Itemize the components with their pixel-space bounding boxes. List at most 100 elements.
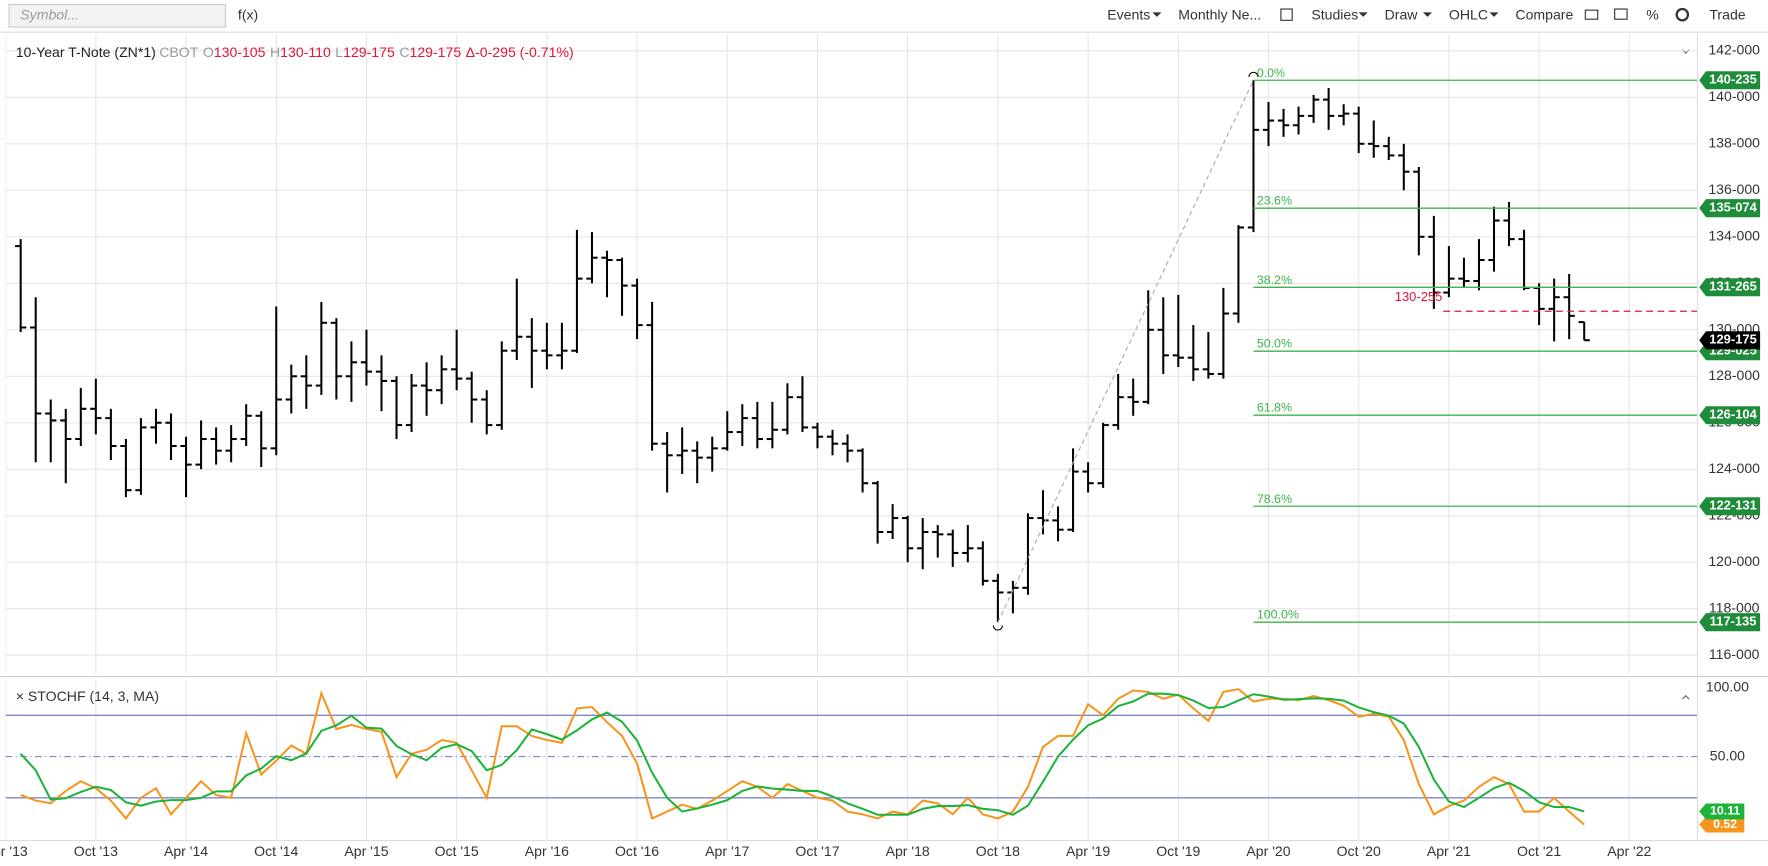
field-value: 130-105	[214, 44, 266, 60]
x-tick-label: Oct '21	[1517, 843, 1561, 859]
symbol-placeholder: Symbol...	[20, 7, 79, 23]
x-tick-label: Oct '19	[1156, 843, 1200, 859]
y-tick-label: 124-000	[1708, 460, 1760, 476]
y-tick-label: 142-000	[1708, 42, 1760, 58]
x-tick-label: Oct '20	[1337, 843, 1381, 859]
study-value-label: 10.11	[1710, 804, 1740, 818]
field-key: L	[335, 44, 343, 60]
study-name: STOCHF (14, 3, MA)	[28, 688, 159, 704]
fib-anchor	[992, 625, 1003, 631]
fib-badge	[1699, 406, 1761, 425]
fib-badge	[1699, 71, 1761, 90]
study-value-label: 0.52	[1713, 817, 1737, 831]
field-value: 130-110	[280, 44, 331, 60]
camera-icon[interactable]	[1584, 9, 1599, 20]
fib-anchor	[1248, 71, 1259, 77]
print-icon[interactable]	[1614, 8, 1628, 20]
x-tick-label: Oct '15	[435, 843, 479, 859]
symbol-input[interactable]	[8, 3, 227, 28]
y-tick-label: 118-000	[1709, 599, 1760, 615]
x-tick-label: Apr '14	[164, 843, 208, 859]
y-tick-label: 140-000	[1708, 88, 1760, 104]
x-tick-label: Apr '18	[886, 843, 930, 859]
study-badge	[1699, 816, 1745, 833]
y-tick-label: 138-000	[1708, 135, 1760, 151]
fib-price-label: 135-074	[1709, 200, 1757, 215]
fib-price-label: 117-135	[1710, 614, 1757, 629]
axes: Apr '13 Oct '13 Apr '14 Oct '14 Apr '15 Oct '…	[0, 42, 1760, 860]
close-icon[interactable]: ×	[16, 688, 28, 704]
x-tick-label: Apr '17	[705, 843, 749, 859]
fib-price-label: 140-235	[1709, 72, 1757, 87]
chart-type-menu[interactable]: OHLC	[1449, 7, 1488, 23]
x-tick-label: Apr '15	[344, 843, 388, 859]
fib-ratio-label: 100.0%	[1257, 608, 1299, 622]
field-key: H	[270, 44, 280, 60]
studies-menu[interactable]: Studies	[1311, 7, 1358, 23]
x-tick-label: Apr '19	[1066, 843, 1110, 859]
compare-button[interactable]: Compare	[1515, 7, 1573, 23]
y-tick-label: 100.00	[1706, 678, 1749, 694]
price-panel: 0.0% 23.6% 38.2% 50.0% 61.8% 78.6% 100.0% 130-2…	[5, 33, 1697, 675]
x-tick-label: Oct '14	[254, 843, 298, 859]
fib-price-label: 131-265	[1709, 279, 1757, 294]
study-line	[19, 692, 1585, 816]
events-menu[interactable]: Events	[1107, 7, 1150, 23]
fib-ratio-label: 0.0%	[1257, 66, 1285, 80]
dropdown-arrow	[1152, 12, 1162, 17]
timeframe-menu[interactable]: Monthly Ne...	[1178, 7, 1261, 23]
y-tick-label: 128-000	[1708, 367, 1760, 383]
x-tick-label: Apr '21	[1427, 843, 1471, 859]
field-value: 129-175	[343, 44, 395, 60]
y-tick-label: 120-000	[1708, 553, 1760, 569]
x-tick-label: Oct '16	[615, 843, 659, 859]
last-price-badge	[1699, 331, 1761, 350]
y-tick-label: 136-000	[1708, 181, 1760, 197]
y-tick-label: 50.00	[1710, 747, 1745, 763]
dropdown-arrow	[1358, 12, 1368, 17]
fib-price-label: 126-104	[1709, 407, 1757, 422]
percent-button[interactable]: %	[1646, 7, 1659, 23]
collapse-icon[interactable]	[1681, 694, 1690, 700]
toolbar: Symbol... f(x) Events Monthly Ne... Stud…	[0, 3, 1768, 33]
fib-ratio-label: 23.6%	[1257, 194, 1292, 208]
field-value: 129-175	[409, 44, 461, 60]
fib-badge	[1699, 497, 1761, 516]
trade-button[interactable]: Trade	[1709, 7, 1745, 23]
field-key: O	[203, 44, 214, 60]
fib-ratio-label: 78.6%	[1257, 492, 1292, 506]
x-tick-label: Apr '13	[0, 843, 28, 859]
fib-ratio-label: 61.8%	[1257, 401, 1292, 415]
settings-icon[interactable]	[1675, 7, 1690, 22]
last-price-label: 129-175	[1709, 332, 1757, 347]
chart-header: 10-Year T-Note (ZN*1) CBOT O130-105 H130-11…	[16, 44, 574, 60]
draw-menu[interactable]: Draw	[1385, 7, 1419, 23]
field-key: C	[399, 44, 409, 60]
fx-button[interactable]: f(x)	[238, 7, 258, 23]
study-panel	[5, 679, 1697, 841]
instrument-title: 10-Year T-Note (ZN*1)	[16, 44, 156, 60]
dropdown-arrow	[1489, 12, 1499, 17]
fib-ratio-label: 50.0%	[1257, 337, 1292, 351]
change: Δ-0-295 (-0.71%)	[466, 44, 574, 60]
calendar-icon[interactable]	[1280, 8, 1293, 21]
exchange: CBOT	[159, 44, 199, 60]
study-badge	[1699, 803, 1745, 820]
fib-ratio-label: 38.2%	[1257, 273, 1292, 287]
dropdown-arrow	[1422, 12, 1432, 17]
x-tick-label: Apr '22	[1607, 843, 1651, 859]
x-tick-label: Oct '18	[976, 843, 1020, 859]
fib-trend-line	[997, 80, 1254, 623]
y-tick-label: 116-000	[1709, 646, 1760, 662]
fib-price-label: 122-131	[1709, 498, 1757, 513]
price-line-label: 130-255	[1395, 289, 1443, 304]
fib-badge	[1699, 199, 1761, 218]
x-tick-label: Apr '16	[525, 843, 569, 859]
x-tick-label: Oct '17	[795, 843, 839, 859]
x-tick-label: Oct '13	[74, 843, 118, 859]
y-tick-label: 134-000	[1708, 228, 1760, 244]
study-label: × STOCHF (14, 3, MA)	[16, 688, 159, 704]
